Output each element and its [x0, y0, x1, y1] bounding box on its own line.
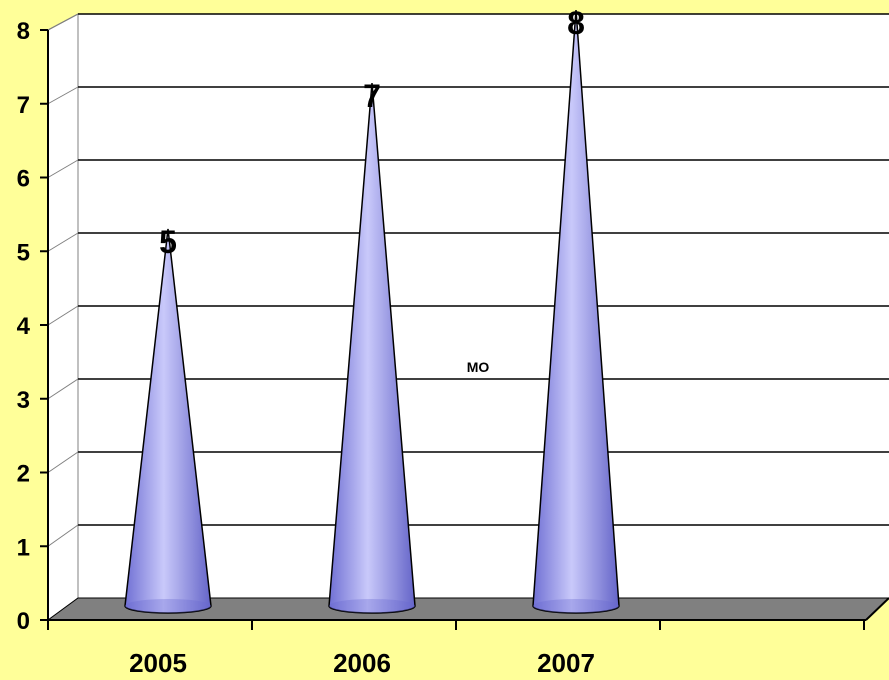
y-tick-label: 3: [17, 387, 30, 414]
gridlines: [47, 13, 889, 547]
cone-body: [532, 9, 620, 614]
x-axis: 2005 2006 2007: [47, 597, 889, 678]
x-tick-label: 2007: [537, 648, 595, 678]
data-label: 5: [159, 224, 177, 260]
data-labels: 5 7 8: [159, 5, 585, 260]
gridline-side: [47, 378, 79, 400]
y-tick-label: 5: [17, 239, 30, 266]
data-label: 8: [567, 5, 585, 41]
series-label: МО: [467, 359, 490, 375]
cone-series: [124, 9, 620, 614]
cone-base: [125, 599, 211, 613]
gridline-side: [47, 451, 79, 473]
y-tick-label: 2: [17, 461, 30, 488]
gridline-side: [47, 86, 79, 105]
x-tick-label: 2006: [333, 648, 391, 678]
y-axis: 0 1 2 3 4 5 6 7 8: [17, 18, 49, 635]
y-tick-label: 8: [17, 18, 30, 45]
plot-side-wall: [47, 13, 79, 621]
cone-base: [533, 599, 619, 613]
x-axis-depth-edge: [865, 597, 889, 621]
x-tick-label: 2005: [129, 648, 187, 678]
y-tick-label: 6: [17, 166, 30, 193]
cone-base: [329, 599, 415, 613]
y-tick-label: 1: [17, 534, 30, 561]
gridline-side: [47, 13, 79, 31]
cone-bar: [124, 228, 212, 614]
y-tick-label: 4: [17, 313, 31, 340]
gridline-side: [47, 305, 79, 326]
cone-bar: [328, 82, 416, 614]
y-tick-label: 7: [17, 92, 30, 119]
cone-body: [124, 228, 212, 614]
gridline-side: [47, 159, 79, 178]
gridline-side: [47, 232, 79, 252]
data-label: 7: [363, 78, 381, 114]
cone-bar: [532, 9, 620, 614]
gridline-side: [47, 524, 79, 547]
y-tick-label: 0: [17, 608, 30, 635]
cone-body: [328, 82, 416, 614]
